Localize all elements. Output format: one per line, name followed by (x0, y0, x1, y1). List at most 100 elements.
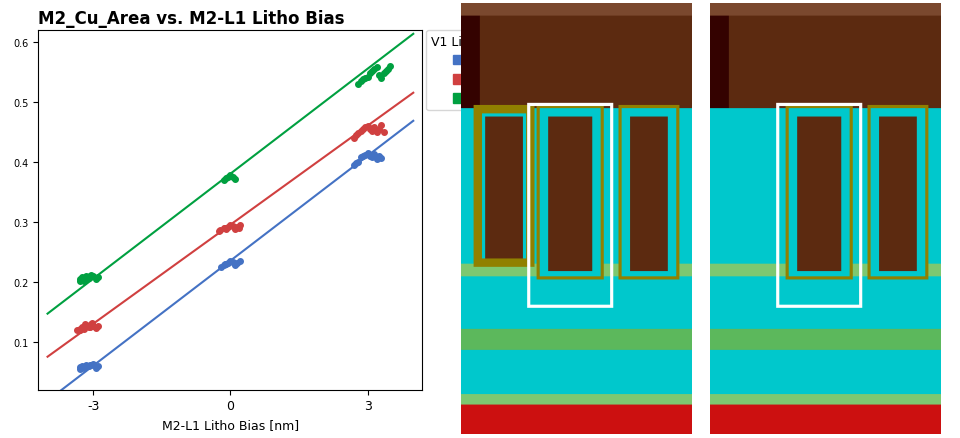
X-axis label: M2-L1 Litho Bias [nm]: M2-L1 Litho Bias [nm] (162, 418, 299, 431)
Point (85, 360, 101, 367)
Point (362, 126, 377, 133)
Point (78, 275, 93, 282)
Point (82, 272, 97, 279)
Point (213, 264, 228, 271)
Point (355, 126, 371, 133)
Point (369, 129, 384, 136)
Point (357, 124, 372, 131)
Point (376, 129, 392, 136)
Text: M2_Cu_Area vs. M2-L1 Litho Bias: M2_Cu_Area vs. M2-L1 Litho Bias (38, 10, 345, 28)
Point (84, 321, 99, 328)
Point (372, 126, 387, 133)
Point (69, 327, 84, 334)
Point (84, 320, 100, 327)
Point (90, 322, 106, 329)
Point (367, 124, 382, 131)
Point (88, 276, 104, 283)
Point (217, 225, 232, 232)
Point (228, 176, 243, 183)
Point (350, 130, 366, 137)
Point (74, 323, 89, 330)
Point (85, 323, 101, 330)
Point (77, 277, 92, 284)
Point (360, 123, 375, 130)
Point (84, 272, 99, 279)
Point (73, 277, 88, 284)
Point (355, 76, 371, 83)
Point (78, 364, 93, 371)
Point (218, 175, 233, 182)
Point (362, 70, 377, 77)
Point (223, 222, 238, 229)
Point (372, 72, 387, 79)
Point (90, 362, 106, 369)
Point (357, 75, 372, 82)
Point (365, 154, 380, 161)
Point (72, 276, 87, 283)
Point (367, 151, 382, 158)
Point (360, 74, 375, 81)
Point (373, 155, 389, 162)
Point (229, 260, 245, 267)
Point (348, 160, 364, 167)
Point (79, 272, 94, 279)
Point (347, 135, 362, 142)
Point (369, 64, 384, 71)
Point (372, 153, 387, 160)
Point (225, 223, 240, 230)
Point (72, 364, 87, 371)
Point (217, 261, 232, 268)
Point (85, 273, 101, 280)
Point (378, 68, 394, 75)
Point (225, 259, 240, 266)
Point (227, 259, 242, 266)
Point (218, 226, 233, 233)
Point (362, 153, 377, 160)
Point (228, 226, 243, 233)
Point (347, 162, 362, 169)
Point (228, 262, 243, 269)
Point (216, 177, 231, 184)
Point (380, 66, 396, 73)
Point (353, 78, 369, 85)
Point (82, 324, 97, 331)
Point (350, 81, 366, 88)
Point (213, 226, 228, 233)
Point (221, 174, 236, 181)
Point (353, 128, 369, 135)
Point (355, 153, 371, 160)
Point (211, 228, 227, 235)
Point (225, 174, 240, 181)
Legend: -3, 0, 3: -3, 0, 3 (426, 31, 517, 111)
Point (350, 159, 366, 166)
Point (221, 223, 236, 230)
Point (79, 361, 94, 368)
Point (74, 274, 89, 281)
Point (79, 321, 94, 328)
Point (216, 225, 231, 232)
Point (82, 362, 97, 369)
Point (367, 66, 382, 73)
Point (216, 262, 231, 269)
Point (229, 224, 245, 231)
Point (383, 63, 398, 70)
Point (218, 261, 233, 268)
Point (376, 70, 392, 77)
Point (77, 365, 92, 372)
Point (348, 132, 364, 139)
Point (223, 258, 238, 265)
Point (88, 325, 104, 332)
Point (365, 128, 380, 135)
Point (72, 326, 87, 333)
Point (357, 152, 372, 159)
Point (231, 225, 247, 232)
Point (84, 362, 99, 369)
Point (223, 172, 238, 179)
Point (81, 324, 96, 331)
Point (373, 122, 389, 129)
Point (81, 274, 96, 281)
Point (373, 75, 389, 82)
Point (81, 363, 96, 370)
Point (369, 156, 384, 163)
Point (365, 68, 380, 75)
